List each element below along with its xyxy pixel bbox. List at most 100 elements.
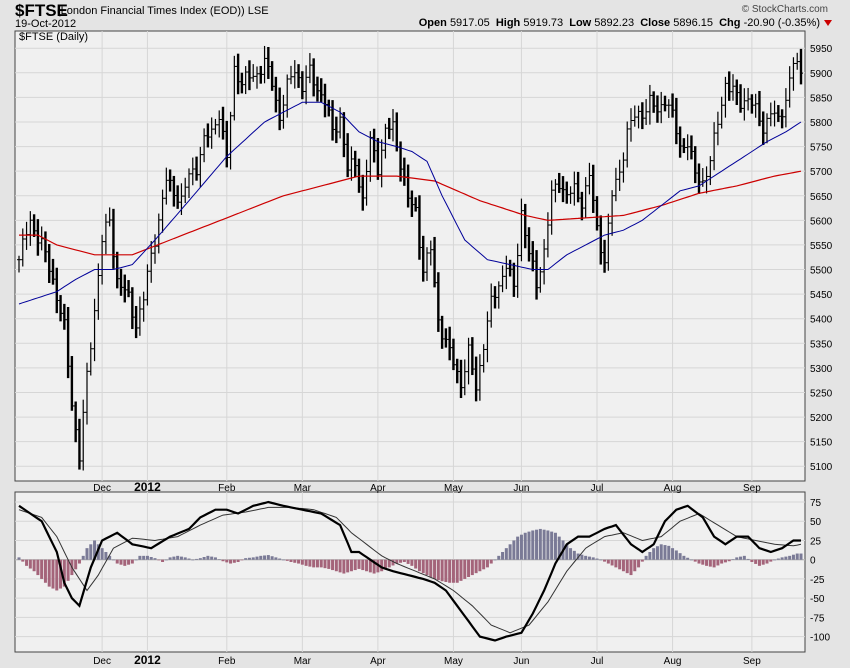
histogram-bar	[444, 559, 448, 582]
histogram-bar	[761, 559, 765, 565]
histogram-bar	[618, 559, 622, 570]
histogram-bar	[127, 559, 131, 565]
histogram-bar	[81, 555, 85, 560]
histogram-bar	[161, 559, 165, 562]
histogram-bar	[686, 557, 690, 560]
osc-x-label: Sep	[743, 656, 761, 667]
histogram-bar	[217, 559, 221, 560]
histogram-bar	[187, 558, 191, 560]
histogram-bar	[179, 556, 183, 560]
histogram-bar	[799, 553, 803, 560]
histogram-bar	[74, 559, 78, 570]
histogram-bar	[667, 545, 671, 560]
histogram-bar	[463, 559, 467, 579]
histogram-bar	[62, 559, 66, 587]
histogram-bar	[43, 559, 47, 583]
osc-x-label: Feb	[218, 656, 236, 667]
histogram-bar	[263, 555, 267, 560]
histogram-bar	[361, 559, 365, 571]
price-tick-label: 5550	[810, 241, 833, 252]
osc-tick-label: 50	[810, 517, 822, 528]
histogram-bar	[149, 557, 153, 560]
histogram-bar	[671, 548, 675, 560]
histogram-bar	[716, 559, 720, 566]
price-tick-label: 5400	[810, 315, 833, 326]
price-x-label: Sep	[743, 483, 761, 494]
histogram-bar	[315, 559, 319, 568]
histogram-bar	[21, 559, 25, 562]
histogram-bar	[236, 559, 240, 562]
histogram-bar	[225, 559, 229, 563]
histogram-bar	[365, 559, 369, 572]
histogram-bar	[773, 559, 777, 561]
histogram-bar	[780, 557, 784, 560]
chart-date: 19-Oct-2012	[15, 18, 77, 30]
histogram-bar	[59, 559, 63, 589]
histogram-bar	[557, 536, 561, 560]
osc-tick-label: 25	[810, 536, 822, 547]
price-tick-label: 5650	[810, 192, 833, 203]
histogram-bar	[40, 559, 44, 579]
price-x-label: Jun	[513, 483, 529, 494]
histogram-bar	[693, 559, 697, 562]
histogram-bar	[134, 559, 138, 561]
histogram-bar	[546, 530, 550, 560]
histogram-bar	[542, 529, 546, 560]
price-x-label: Jul	[591, 483, 604, 494]
change-down-icon	[824, 20, 832, 26]
histogram-bar	[338, 559, 342, 573]
price-tick-label: 5100	[810, 462, 833, 473]
histogram-bar	[784, 556, 788, 560]
price-tick-label: 5350	[810, 339, 833, 350]
histogram-bar	[138, 555, 142, 560]
histogram-bar	[293, 559, 297, 563]
histogram-bar	[278, 558, 282, 560]
histogram-bar	[421, 559, 425, 574]
histogram-bar	[474, 559, 478, 574]
histogram-bar	[399, 559, 403, 563]
histogram-bar	[599, 559, 603, 561]
histogram-bar	[648, 552, 652, 560]
histogram-bar	[791, 554, 795, 560]
histogram-bar	[640, 559, 644, 562]
histogram-bar	[754, 559, 758, 564]
histogram-bar	[467, 559, 471, 577]
histogram-bar	[247, 557, 251, 560]
histogram-bar	[349, 559, 353, 572]
price-tick-label: 5250	[810, 388, 833, 399]
histogram-bar	[206, 555, 210, 560]
histogram-bar	[383, 559, 387, 570]
histogram-bar	[659, 544, 663, 560]
histogram-bar	[414, 559, 418, 569]
histogram-bar	[183, 557, 187, 560]
histogram-bar	[440, 559, 444, 582]
price-tick-label: 5900	[810, 69, 833, 80]
histogram-bar	[504, 548, 508, 560]
osc-tick-label: -100	[810, 633, 830, 644]
osc-x-label: 2012	[134, 653, 161, 667]
histogram-bar	[191, 559, 195, 561]
histogram-bar	[145, 555, 149, 560]
histogram-bar	[89, 544, 93, 560]
histogram-bar	[210, 556, 214, 560]
histogram-bar	[251, 557, 255, 560]
histogram-bar	[17, 557, 21, 560]
osc-x-label: Jun	[513, 656, 529, 667]
histogram-bar	[308, 559, 312, 567]
histogram-bar	[429, 559, 433, 577]
histogram-bar	[535, 529, 539, 560]
osc-x-label: Dec	[93, 656, 111, 667]
histogram-bar	[723, 559, 727, 563]
osc-x-label: Mar	[294, 656, 312, 667]
histogram-bar	[689, 559, 693, 561]
histogram-bar	[451, 559, 455, 583]
histogram-bar	[85, 548, 89, 560]
histogram-bar	[123, 559, 127, 566]
histogram-bar	[538, 528, 542, 560]
histogram-bar	[100, 548, 104, 560]
price-tick-label: 5450	[810, 290, 833, 301]
symbol-title: $FTSE	[15, 1, 68, 20]
histogram-bar	[213, 557, 217, 560]
histogram-bar	[731, 559, 735, 560]
histogram-bar	[739, 556, 743, 560]
